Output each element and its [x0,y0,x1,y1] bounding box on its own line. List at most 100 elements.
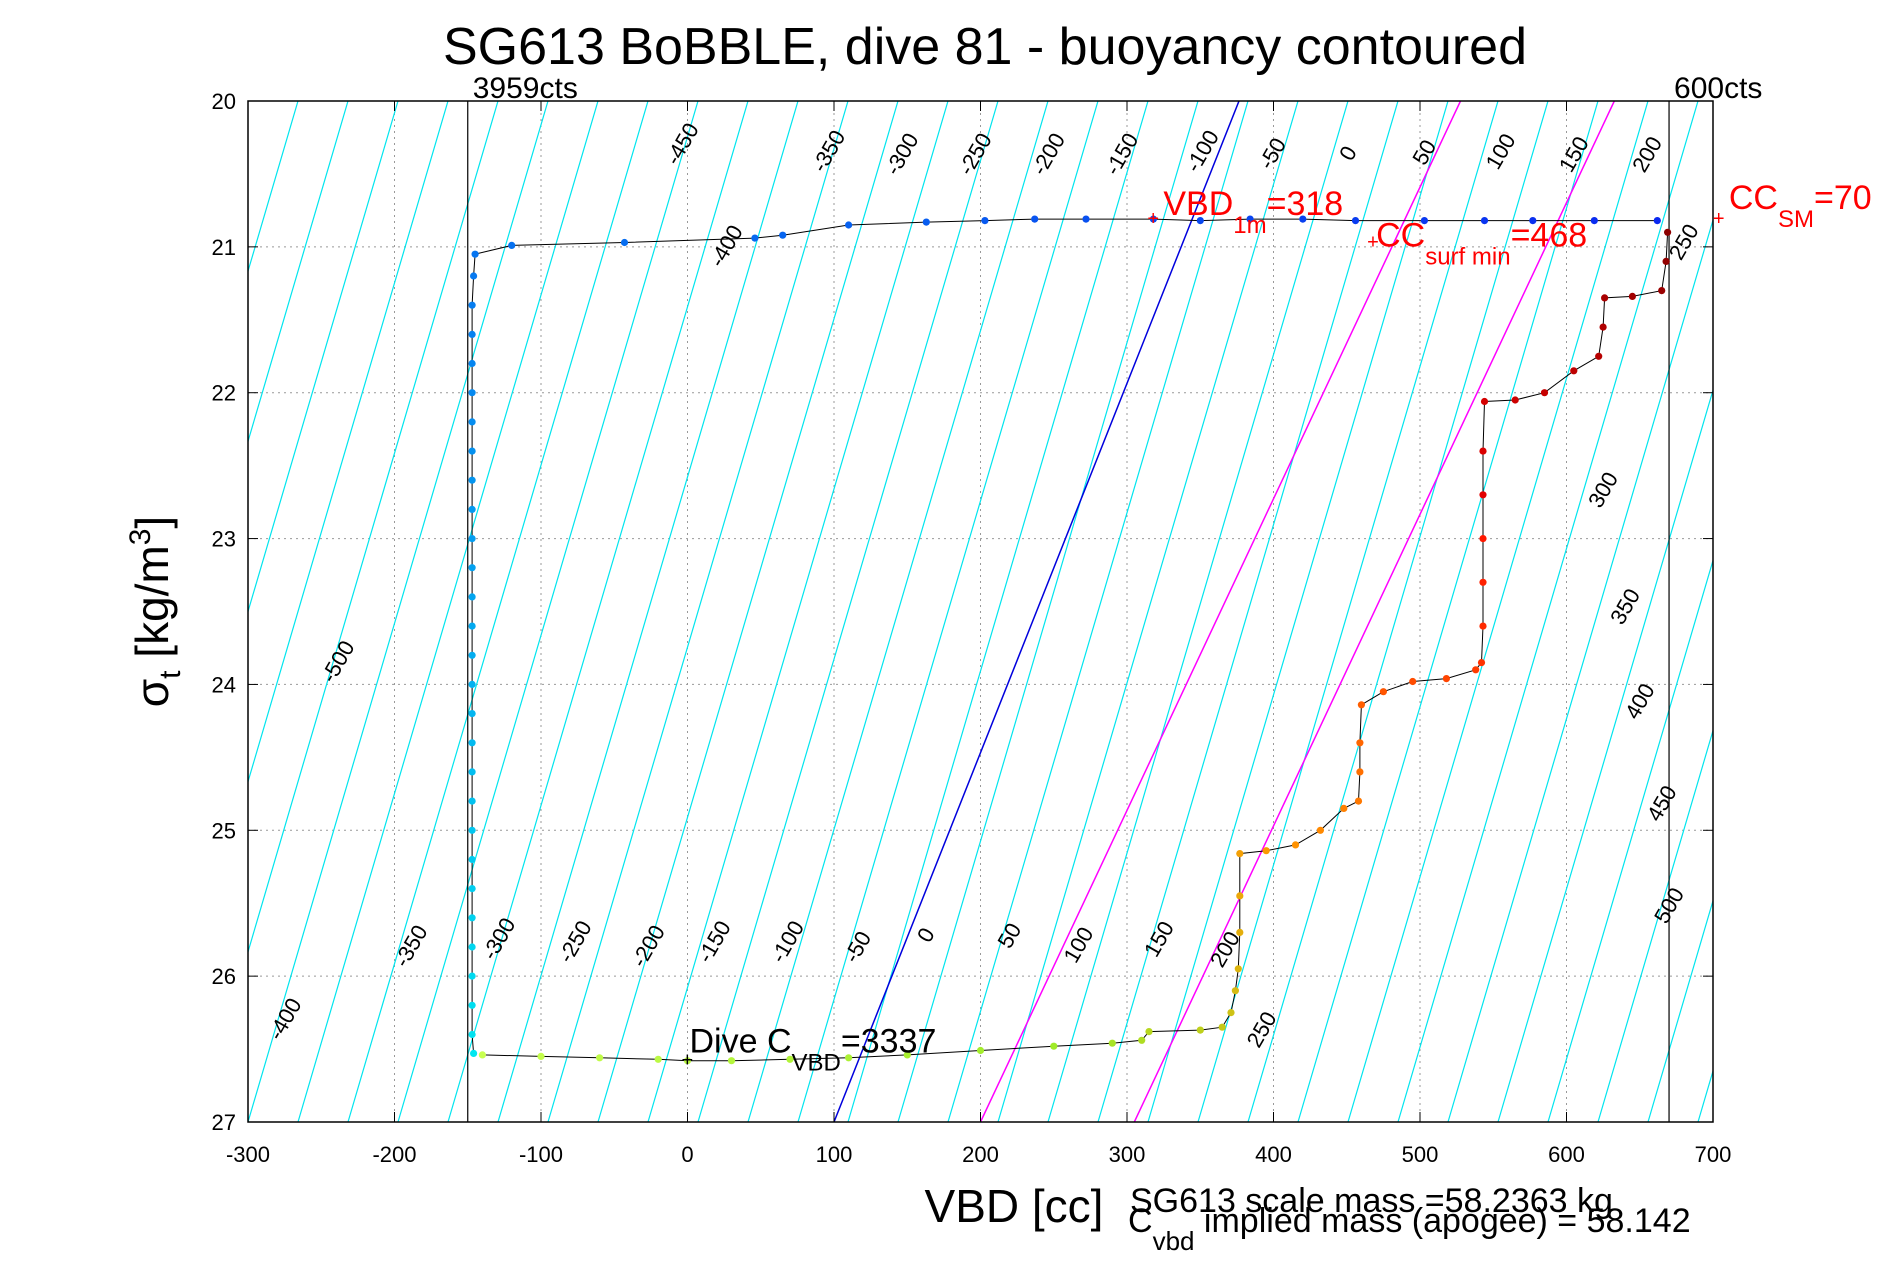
buoyancy-contour [797,101,1099,1122]
contour-label: -250 [553,916,597,967]
y-tick-label: 22 [212,381,236,406]
buoyancy-contour [597,101,899,1122]
ascent-point [1540,389,1549,397]
descent-point [1653,217,1661,225]
buoyancy-contour [1097,101,1399,1122]
descent-point [468,330,476,338]
contour-label: -50 [839,927,877,967]
ascent-point [1595,352,1603,360]
descent-point [981,217,989,225]
zero-buoyancy-line [833,101,1240,1122]
buoyancy-contour [1547,558,1713,1122]
contour-label: 100 [1058,923,1098,967]
buoyancy-contour [1798,101,1891,1122]
ascent-point [1236,850,1244,858]
buoyancy-contour [847,101,1149,1122]
descent-point [468,389,476,397]
descent-point [468,885,476,893]
annotation-marker: + [682,1050,694,1072]
contour-label: -150 [1100,129,1144,180]
ascent-point [1511,396,1519,404]
descent-point [1031,215,1039,223]
buoyancy-contour [1197,101,1499,1122]
x-axis-label: VBD [cc] [925,1180,1104,1232]
buoyancy-contour [347,101,649,1122]
ascent-point [786,1055,794,1063]
x-tick-label: 500 [1402,1142,1439,1167]
buoyancy-contour [248,101,549,1122]
ascent-point [1354,797,1363,805]
ascent-point [1664,228,1672,236]
ascent-point [1479,447,1487,455]
y-tick-label: 25 [212,818,236,843]
contour-label: 50 [992,919,1026,953]
y-tick-label: 23 [212,527,236,552]
buoyancy-contour [947,101,1249,1122]
ascent-point [683,1057,692,1065]
ascent-point [1231,987,1239,995]
ascent-point [537,1052,545,1060]
contour-label: 200 [1627,132,1667,176]
limit-label: 600cts [1674,72,1762,105]
contour-label: 250 [1664,220,1704,264]
descent-point [1246,215,1254,223]
descent-point [468,680,476,689]
ascent-point [903,1051,911,1059]
ascent-point [1227,1009,1235,1017]
x-tick-label: -300 [226,1142,270,1167]
ascent-point [1480,397,1489,406]
descent-point [468,826,476,834]
buoyancy-contour [1047,101,1349,1122]
ascent-point [1599,323,1607,331]
contour-label: 350 [1605,584,1645,628]
annotation-divecvbd: Dive CVBD=3337 [690,1023,937,1077]
buoyancy-contour [397,101,699,1122]
ascent-point [1218,1023,1226,1031]
contour-label: -300 [880,129,924,180]
descent-point [468,943,476,951]
buoyancy-contour [497,101,799,1122]
descent-point [468,447,476,455]
contour-label: -350 [389,921,433,972]
descent-point [1480,217,1489,225]
ascent-point [1291,841,1300,849]
x-tick-label: -200 [372,1142,416,1167]
contour-label: -100 [1180,126,1224,177]
buoyancy-contour [747,101,1049,1122]
buoyancy-contour [248,101,499,954]
x-tick-label: 0 [681,1142,693,1167]
ascent-point [1236,892,1244,900]
y-axis-label-text: σt [kg/m3] [124,516,187,707]
descent-point [468,359,476,368]
descent-point [468,1030,476,1039]
buoyancy-contour [997,101,1299,1122]
contour-label: -150 [692,916,736,967]
contour-label: -500 [316,636,360,687]
buoyancy-contour [547,101,849,1122]
descent-point [468,622,476,630]
x-tick-label: -100 [519,1142,563,1167]
buoyancy-contour [1347,101,1649,1122]
descent-point [508,241,516,249]
contour-label: -450 [660,118,704,169]
ascent-point [1479,491,1487,499]
ascent-point [1262,847,1270,855]
buoyancy-contour [248,101,449,784]
contour-label: -300 [477,913,521,964]
descent-point [468,855,476,864]
annotation-marker: + [1147,208,1159,230]
descent-point [468,476,476,484]
buoyancy-contour [1597,728,1713,1122]
descent-line [471,218,1658,1054]
buoyancy-contour [297,101,599,1122]
contour-label: 150 [1139,917,1179,961]
buoyancy-contours [248,101,1891,1122]
contour-label: 250 [1242,1007,1282,1051]
x-tick-label: 700 [1695,1142,1732,1167]
buoyancy-contour [1147,101,1449,1122]
buoyancy-contour [1297,101,1599,1122]
buoyancy-contour [1397,101,1699,1122]
ascent-point [1479,578,1487,586]
chart-title: SG613 BoBBLE, dive 81 - buoyancy contour… [443,18,1527,76]
